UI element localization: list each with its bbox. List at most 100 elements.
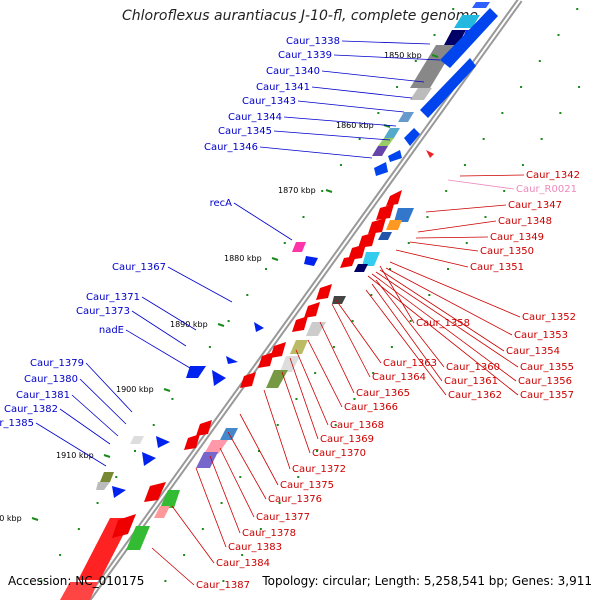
forward-gene-label[interactable]: recA: [210, 198, 233, 209]
gene-arrow[interactable]: [374, 162, 388, 176]
gene-block[interactable]: [280, 356, 300, 372]
forward-gene-label[interactable]: Caur_1373: [76, 306, 130, 317]
forward-gene-label[interactable]: Caur_1385: [0, 418, 34, 429]
gene-block[interactable]: [60, 582, 98, 600]
forward-gene-label[interactable]: Caur_1345: [218, 126, 272, 137]
reverse-gene-label[interactable]: Caur_1365: [356, 388, 410, 399]
gene-block[interactable]: [378, 232, 392, 240]
reverse-gene-label[interactable]: Caur_1364: [372, 372, 426, 383]
reverse-gene-label[interactable]: Caur_1377: [256, 512, 310, 523]
reverse-gene-label[interactable]: Caur_1352: [522, 312, 576, 323]
forward-gene-label[interactable]: Caur_1339: [278, 50, 332, 61]
reverse-gene-label[interactable]: Caur_1362: [448, 390, 502, 401]
gene-arrow[interactable]: [258, 352, 274, 368]
gene-arrow[interactable]: [304, 302, 320, 318]
forward-gene-label[interactable]: Caur_1346: [204, 142, 258, 153]
gene-block[interactable]: [394, 208, 414, 222]
reverse-gene-label[interactable]: Caur_1355: [520, 362, 574, 373]
gene-arrow[interactable]: [292, 316, 308, 332]
reverse-gene-label[interactable]: Caur_1370: [312, 448, 366, 459]
gene-arrow[interactable]: [304, 256, 318, 266]
gene-arrow[interactable]: [112, 486, 126, 498]
gene-arrow[interactable]: [254, 322, 264, 332]
reverse-gene-label[interactable]: Caur_1384: [216, 558, 270, 569]
forward-gene-label[interactable]: Caur_1344: [228, 112, 282, 123]
gene-arrow[interactable]: [376, 204, 394, 220]
reverse-gene-label[interactable]: Caur_1372: [292, 464, 346, 475]
reverse-gene-label[interactable]: Caur_1369: [320, 434, 374, 445]
gene-block[interactable]: [126, 526, 150, 550]
gene-arrow[interactable]: [404, 128, 420, 146]
reverse-gene-label[interactable]: Caur_1350: [480, 246, 534, 257]
forward-gene-label[interactable]: Caur_1338: [286, 36, 340, 47]
gene-arrow[interactable]: [388, 150, 402, 162]
forward-gene-label[interactable]: Caur_1371: [86, 292, 140, 303]
gene-arrow[interactable]: [316, 284, 332, 300]
gene-block[interactable]: [100, 472, 114, 482]
reverse-gene-label[interactable]: Caur_1378: [242, 528, 296, 539]
gene-block[interactable]: [130, 436, 144, 444]
gene-arrow[interactable]: [420, 58, 476, 118]
gene-block[interactable]: [384, 128, 400, 138]
gene-block[interactable]: [204, 440, 228, 454]
gene-arrow[interactable]: [358, 232, 376, 248]
gene-arrow[interactable]: [196, 420, 212, 436]
reverse-gene-label[interactable]: Caur_1358: [416, 318, 470, 329]
gene-block[interactable]: [472, 2, 490, 8]
forward-gene-label[interactable]: Caur_1367: [112, 262, 166, 273]
gene-arrow[interactable]: [368, 218, 386, 234]
reverse-gene-label[interactable]: Caur_1368: [330, 420, 384, 431]
gene-arrow[interactable]: [340, 256, 356, 268]
reverse-gene-label[interactable]: Caur_1366: [344, 402, 398, 413]
forward-gene-label[interactable]: Caur_1382: [4, 404, 58, 415]
reverse-gene-label[interactable]: Caur_1351: [470, 262, 524, 273]
reverse-gene-label[interactable]: Caur_1375: [280, 480, 334, 491]
reverse-gene-label[interactable]: Caur_1349: [490, 232, 544, 243]
rna-gene-label[interactable]: Caur_R0021: [516, 184, 577, 195]
gene-arrow[interactable]: [212, 370, 226, 386]
forward-gene-label[interactable]: Caur_1340: [266, 66, 320, 77]
gene-block[interactable]: [96, 482, 110, 490]
gene-block[interactable]: [196, 452, 218, 468]
gene-block[interactable]: [160, 490, 180, 508]
gene-block[interactable]: [372, 146, 388, 156]
reverse-gene-label[interactable]: Caur_1363: [383, 358, 437, 369]
reverse-gene-label[interactable]: Caur_1342: [526, 170, 580, 181]
forward-gene-label[interactable]: nadE: [99, 325, 124, 336]
gene-arrow[interactable]: [112, 514, 136, 538]
reverse-gene-label[interactable]: Caur_1354: [506, 346, 560, 357]
reverse-gene-label[interactable]: Caur_1360: [446, 362, 500, 373]
reverse-gene-label[interactable]: Caur_1387: [196, 580, 250, 591]
gene-arrow[interactable]: [240, 372, 256, 388]
gene-arrow[interactable]: [144, 482, 166, 502]
gene-block[interactable]: [186, 366, 206, 378]
gene-arrow[interactable]: [426, 150, 434, 158]
forward-gene-label[interactable]: Caur_1381: [16, 390, 70, 401]
gene-arrow[interactable]: [386, 190, 402, 206]
gene-block[interactable]: [292, 242, 306, 252]
forward-gene-label[interactable]: Caur_1380: [24, 374, 78, 385]
reverse-gene-label[interactable]: Caur_1348: [498, 216, 552, 227]
gene-block[interactable]: [154, 506, 170, 518]
gene-block[interactable]: [290, 340, 308, 354]
gene-block[interactable]: [454, 15, 480, 28]
forward-gene-label[interactable]: Caur_1341: [256, 82, 310, 93]
reverse-gene-label[interactable]: Caur_1356: [518, 376, 572, 387]
reverse-gene-label[interactable]: Caur_1347: [508, 200, 562, 211]
gene-arrow[interactable]: [156, 436, 170, 448]
gene-block[interactable]: [306, 322, 326, 336]
gene-block[interactable]: [332, 296, 346, 304]
reverse-gene-label[interactable]: Caur_1383: [228, 542, 282, 553]
reverse-gene-label[interactable]: Caur_1361: [444, 376, 498, 387]
reverse-gene-label[interactable]: Caur_1353: [514, 330, 568, 341]
gene-arrow[interactable]: [270, 342, 286, 358]
gene-arrow[interactable]: [440, 8, 498, 68]
gene-block[interactable]: [362, 252, 380, 266]
gene-block[interactable]: [410, 88, 432, 100]
gene-arrow[interactable]: [184, 434, 200, 450]
gene-arrow[interactable]: [226, 356, 238, 364]
gene-arrow[interactable]: [142, 452, 156, 466]
forward-gene-label[interactable]: Caur_1343: [242, 96, 296, 107]
reverse-gene-label[interactable]: Caur_1376: [268, 494, 322, 505]
reverse-gene-label[interactable]: Caur_1357: [520, 390, 574, 401]
